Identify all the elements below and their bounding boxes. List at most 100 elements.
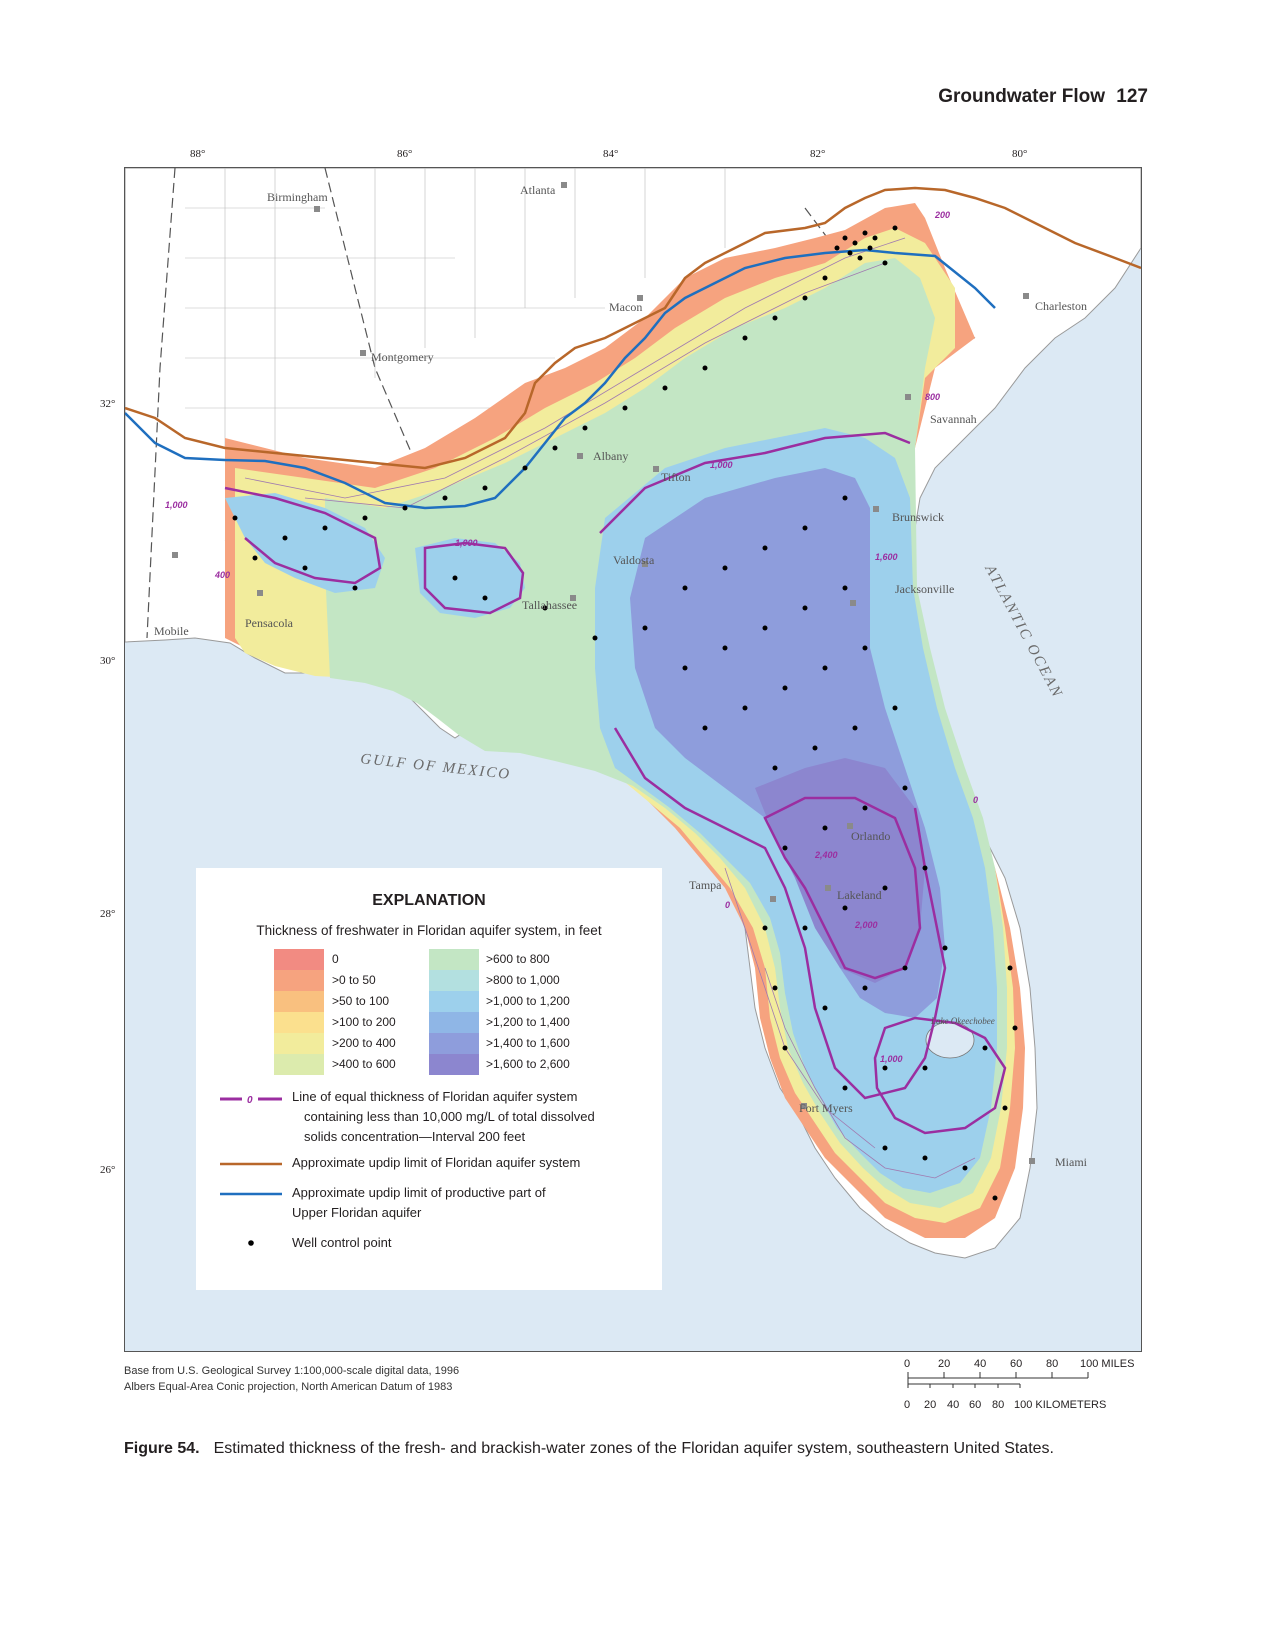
longitude-tick: 80° [1012, 148, 1028, 160]
legend-updip-floridan-sample [220, 1162, 282, 1166]
legend-swatch [429, 1033, 479, 1054]
legend-updip-productive-text: Upper Floridan aquifer [292, 1205, 422, 1220]
place-label: Tifton [661, 470, 691, 484]
legend-class-label: >100 to 200 [332, 1015, 396, 1029]
credit-line: Albers Equal-Area Conic projection, Nort… [124, 1381, 453, 1393]
legend-contour-value: 0 [247, 1095, 253, 1106]
legend-class-label: >1,000 to 1,200 [486, 994, 570, 1008]
legend-class-label: >400 to 600 [332, 1057, 396, 1071]
legend-swatch [429, 1054, 479, 1075]
scale-mile-label: 20 [938, 1358, 951, 1370]
longitude-tick: 84° [603, 148, 619, 160]
gulf-of-mexico-label: GULF OF MEXICO [360, 751, 512, 783]
zone-1000-1200 [225, 493, 385, 593]
legend-swatch [274, 1033, 324, 1054]
contour-label: 1,000 [455, 538, 478, 548]
contour-label: 0 [725, 900, 730, 910]
state-boundary [146, 168, 176, 639]
place-label: Birmingham [267, 190, 328, 204]
county-lines [185, 168, 726, 468]
legend-class-label: >50 to 100 [332, 994, 390, 1008]
zone-1600-2600 [755, 758, 925, 983]
legend-swatch [429, 1012, 479, 1033]
place-label: Fort Myers [799, 1101, 853, 1115]
map-frame: Birmingham Atlanta Macon Montgomery Char… [124, 167, 1142, 1352]
legend-swatch [429, 991, 479, 1012]
legend-contour-text: containing less than 10,000 mg/L of tota… [304, 1109, 595, 1124]
contour-label: 400 [214, 570, 230, 580]
contour-label: 800 [925, 392, 940, 402]
scale-mile-label: 80 [1046, 1358, 1059, 1370]
scale-km-label: 40 [947, 1399, 960, 1411]
place-label: Montgomery [371, 350, 434, 364]
place-label: Pensacola [245, 616, 294, 630]
legend-swatch [429, 949, 479, 970]
figure-label: Figure 54. [124, 1440, 200, 1457]
latitude-tick: 32° [100, 398, 116, 410]
updip-limit-productive-line [125, 248, 996, 510]
well-control-points [232, 225, 1018, 1201]
city-markers [172, 182, 1035, 1164]
place-label: Charleston [1035, 299, 1087, 313]
scale-mile-end-label: 100 MILES [1080, 1358, 1135, 1370]
zone-1000-1200 [415, 538, 525, 618]
legend-well-point-sample [248, 1240, 254, 1246]
scale-mile-label: 40 [974, 1358, 987, 1370]
place-label: Brunswick [892, 510, 944, 524]
map-credit: Base from U.S. Geological Survey 1:100,0… [124, 1363, 459, 1395]
atlantic-ocean-label: ATLANTIC OCEAN [981, 561, 1065, 701]
legend-class-label: 0 [332, 952, 339, 966]
legend-class-label: >1,400 to 1,600 [486, 1036, 570, 1050]
legend-swatch [274, 949, 324, 970]
legend-class-label: >1,600 to 2,600 [486, 1057, 570, 1071]
legend-class-label: >600 to 800 [486, 952, 550, 966]
contour-label: 1,000 [710, 460, 733, 470]
legend-contour-sample: 0 [220, 1095, 282, 1106]
latitude-tick: 26° [100, 1164, 116, 1176]
legend-class-label: >0 to 50 [332, 973, 376, 987]
place-label: Albany [593, 449, 628, 463]
legend-updip-productive-text: Approximate updip limit of productive pa… [292, 1185, 546, 1200]
contour-label: 200 [934, 210, 950, 220]
legend-swatch [274, 970, 324, 991]
scale-km-label: 0 [904, 1399, 911, 1411]
contour-label: 0 [973, 795, 978, 805]
credit-line: Base from U.S. Geological Survey 1:100,0… [124, 1365, 460, 1377]
map-legend: EXPLANATION Thickness of freshwater in F… [196, 868, 662, 1290]
legend-swatch [274, 991, 324, 1012]
longitude-tick: 86° [397, 148, 413, 160]
thin-contours [244, 237, 976, 1179]
contour-lines [224, 431, 1007, 1135]
legend-updip-productive-sample [220, 1192, 282, 1196]
legend-contour-text: solids concentration—Interval 200 feet [304, 1129, 526, 1144]
scale-km-label: 60 [969, 1399, 982, 1411]
place-label: Tallahassee [522, 598, 577, 612]
legend-contour-text: Line of equal thickness of Floridan aqui… [292, 1089, 578, 1104]
figure-caption: Figure 54. Estimated thickness of the fre… [124, 1440, 1054, 1458]
legend-well-point-text: Well control point [292, 1235, 392, 1250]
legend-title: EXPLANATION [372, 892, 486, 909]
scale-bar: 0 20 40 60 80 100 MILES 0 20 40 60 80 10… [904, 1358, 1144, 1418]
legend-class-label: >200 to 400 [332, 1036, 396, 1050]
legend-swatch [274, 1054, 324, 1075]
legend-updip-floridan-text: Approximate updip limit of Floridan aqui… [292, 1155, 581, 1170]
legend-subtitle: Thickness of freshwater in Floridan aqui… [256, 923, 602, 938]
scale-km-label: 80 [992, 1399, 1005, 1411]
place-label: Atlanta [520, 183, 556, 197]
place-label: Tampa [689, 878, 722, 892]
map-canvas: Birmingham Atlanta Macon Montgomery Char… [125, 168, 1141, 1259]
place-label: Miami [1055, 1155, 1088, 1169]
updip-limit-floridan-line [125, 186, 1141, 470]
figure-caption-text: Estimated thickness of the fresh- and br… [213, 1440, 1054, 1457]
contour-label: 1,000 [880, 1054, 903, 1064]
place-label: Lake Okeechobee [930, 1016, 995, 1026]
longitude-tick: 82° [810, 148, 826, 160]
place-label: Orlando [851, 829, 890, 843]
place-label: Lakeland [837, 888, 882, 902]
scale-mile-label: 0 [904, 1358, 911, 1370]
page-header-title: Groundwater Flow [938, 86, 1105, 107]
contour-value-labels: 1,000 1,000 1,000 1,000 1,600 2,400 2,00… [165, 210, 978, 1064]
contour-label: 1,000 [165, 500, 188, 510]
legend-class-label: >1,200 to 1,400 [486, 1015, 570, 1029]
thickness-zones [225, 203, 1025, 1238]
